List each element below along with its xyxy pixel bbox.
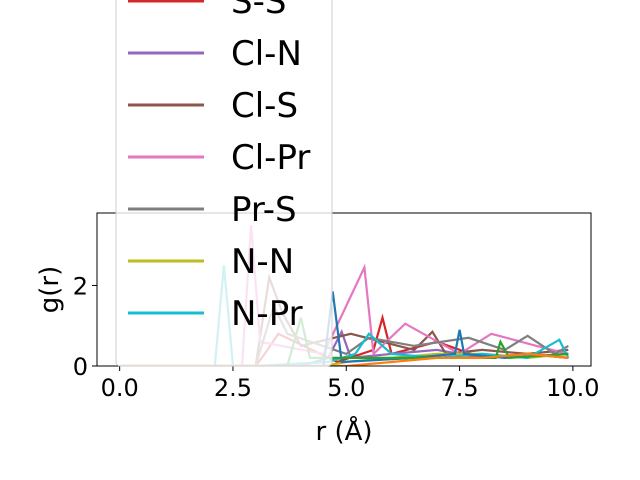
- legend: S-S Cl-N Cl-S Cl-Pr Pr-S N-N N-Pr: [115, 0, 333, 367]
- axes-frame: [96, 212, 592, 367]
- legend-label: Cl-Pr: [231, 138, 310, 178]
- legend-label: N-N: [231, 242, 294, 282]
- x-tick-label: 7.5: [440, 374, 478, 402]
- x-tick-label: 5.0: [327, 374, 365, 402]
- series-layer: [119, 225, 570, 366]
- legend-label: Cl-S: [231, 86, 298, 126]
- legend-label: Pr-S: [231, 190, 297, 230]
- y-tick-label: 0: [73, 353, 88, 381]
- y-tick-label: 2: [73, 272, 88, 300]
- legend-label: N-Pr: [231, 294, 303, 334]
- x-tick-label: 0.0: [101, 374, 139, 402]
- legend-box: [115, 0, 333, 367]
- series-line-9: [119, 352, 569, 366]
- ticks-layer: 0.0 2.5 5.0 7.5 10.0 0 2: [73, 272, 600, 402]
- legend-label: Cl-N: [231, 34, 302, 74]
- legend-label: S-S: [231, 0, 286, 22]
- axes-layer: [96, 212, 592, 367]
- x-tick-label: 2.5: [214, 374, 252, 402]
- x-tick-label: 10.0: [546, 374, 599, 402]
- y-axis-label: g(r): [35, 266, 65, 313]
- x-axis-label: r (Å): [315, 415, 372, 447]
